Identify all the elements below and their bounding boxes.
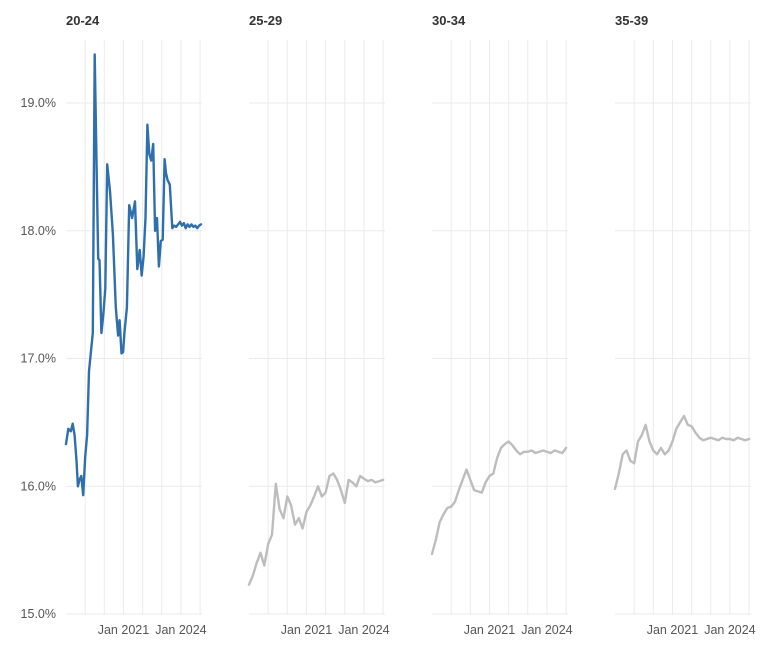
- y-tick-label: 19.0%: [21, 96, 56, 110]
- series-line-35-39: [613, 414, 751, 490]
- x-tick-label: Jan 2024: [521, 623, 572, 637]
- series-line-30-34: [430, 440, 568, 556]
- y-tick-label: 16.0%: [21, 479, 56, 493]
- x-tick-label: Jan 2024: [338, 623, 389, 637]
- x-tick-label: Jan 2024: [155, 623, 206, 637]
- panel-title: 30-34: [432, 13, 466, 28]
- panel-20-24: 20-24 Jan 2021 Jan 2024: [64, 13, 207, 637]
- y-tick-label: 18.0%: [21, 224, 56, 238]
- x-tick-label: Jan 2024: [704, 623, 755, 637]
- panel-title: 20-24: [66, 13, 100, 28]
- panel-title: 25-29: [249, 13, 282, 28]
- x-tick-label: Jan 2021: [464, 623, 515, 637]
- x-tick-label: Jan 2021: [647, 623, 698, 637]
- y-tick-label: 15.0%: [21, 607, 56, 621]
- panel-30-34: 30-34 Jan 2021 Jan 2024: [430, 13, 573, 637]
- x-tick-label: Jan 2021: [281, 623, 332, 637]
- panel-35-39: 35-39 Jan 2021 Jan 2024: [613, 13, 756, 637]
- series-line-20-24: [64, 53, 203, 497]
- panel-25-29: 25-29 Jan 2021 Jan 2024: [247, 13, 390, 637]
- panels-layer: 15.0% 16.0% 17.0% 18.0% 19.0% 20-24 Jan 2021 Ja…: [21, 13, 756, 637]
- series-line-25-29: [247, 472, 385, 586]
- x-tick-label: Jan 2021: [98, 623, 149, 637]
- panel-title: 35-39: [615, 13, 648, 28]
- y-tick-label: 17.0%: [21, 352, 56, 366]
